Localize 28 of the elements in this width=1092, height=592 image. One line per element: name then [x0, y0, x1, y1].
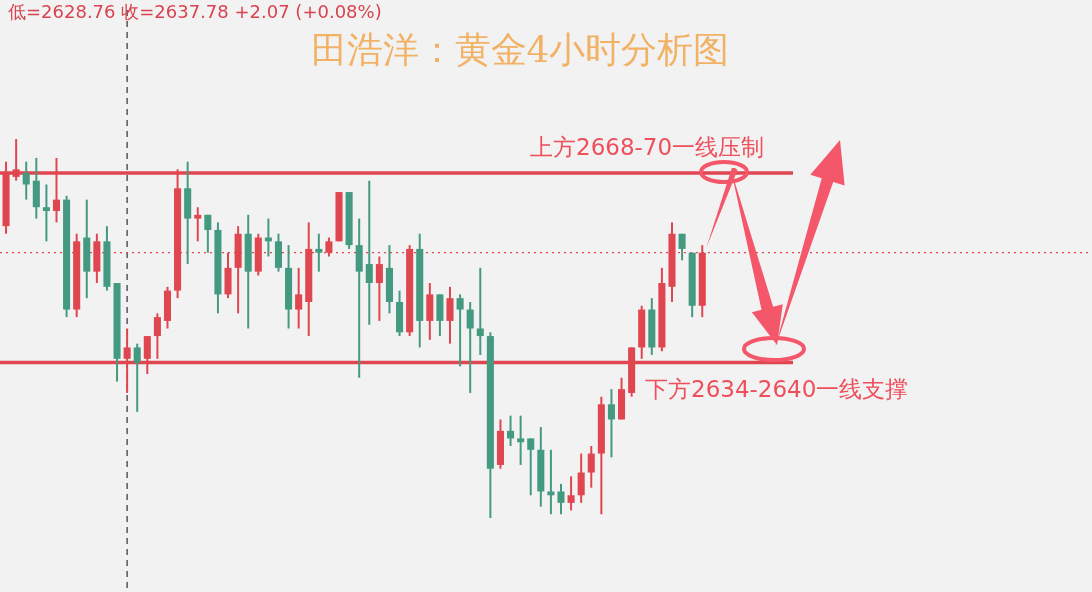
candlestick: [587, 444, 595, 489]
ref-line-label: 下方2634-2640一线支撑: [645, 375, 909, 402]
candlestick: [557, 482, 565, 516]
candlestick: [446, 285, 454, 345]
candlestick: [456, 293, 464, 368]
candlestick: [365, 179, 373, 326]
candlestick: [204, 213, 212, 254]
candlestick: [547, 448, 555, 516]
candlestick: [133, 342, 141, 413]
candlestick: [476, 266, 484, 357]
candlestick: [315, 232, 323, 273]
candlestick: [517, 414, 525, 466]
candlestick: [153, 312, 161, 360]
candlestick: [507, 414, 515, 447]
text: 低=2628.76 收=2637.78 +2.07 (+0.08%): [8, 1, 382, 22]
candlestick: [375, 255, 383, 322]
candlestick: [295, 266, 303, 330]
ref-line-label: 上方2668-70一线压制: [530, 134, 765, 161]
candlestick: [22, 160, 30, 201]
candlestick: [466, 300, 474, 394]
chart-title: 田浩洋：黄金4小时分析图: [310, 29, 730, 70]
candlestick: [678, 232, 686, 262]
candlestick: [567, 475, 575, 512]
candlestick: [527, 437, 535, 497]
candlestick: [194, 206, 202, 243]
candlestick: [577, 452, 585, 504]
candlestick: [607, 388, 615, 459]
candlestick: [42, 183, 50, 243]
